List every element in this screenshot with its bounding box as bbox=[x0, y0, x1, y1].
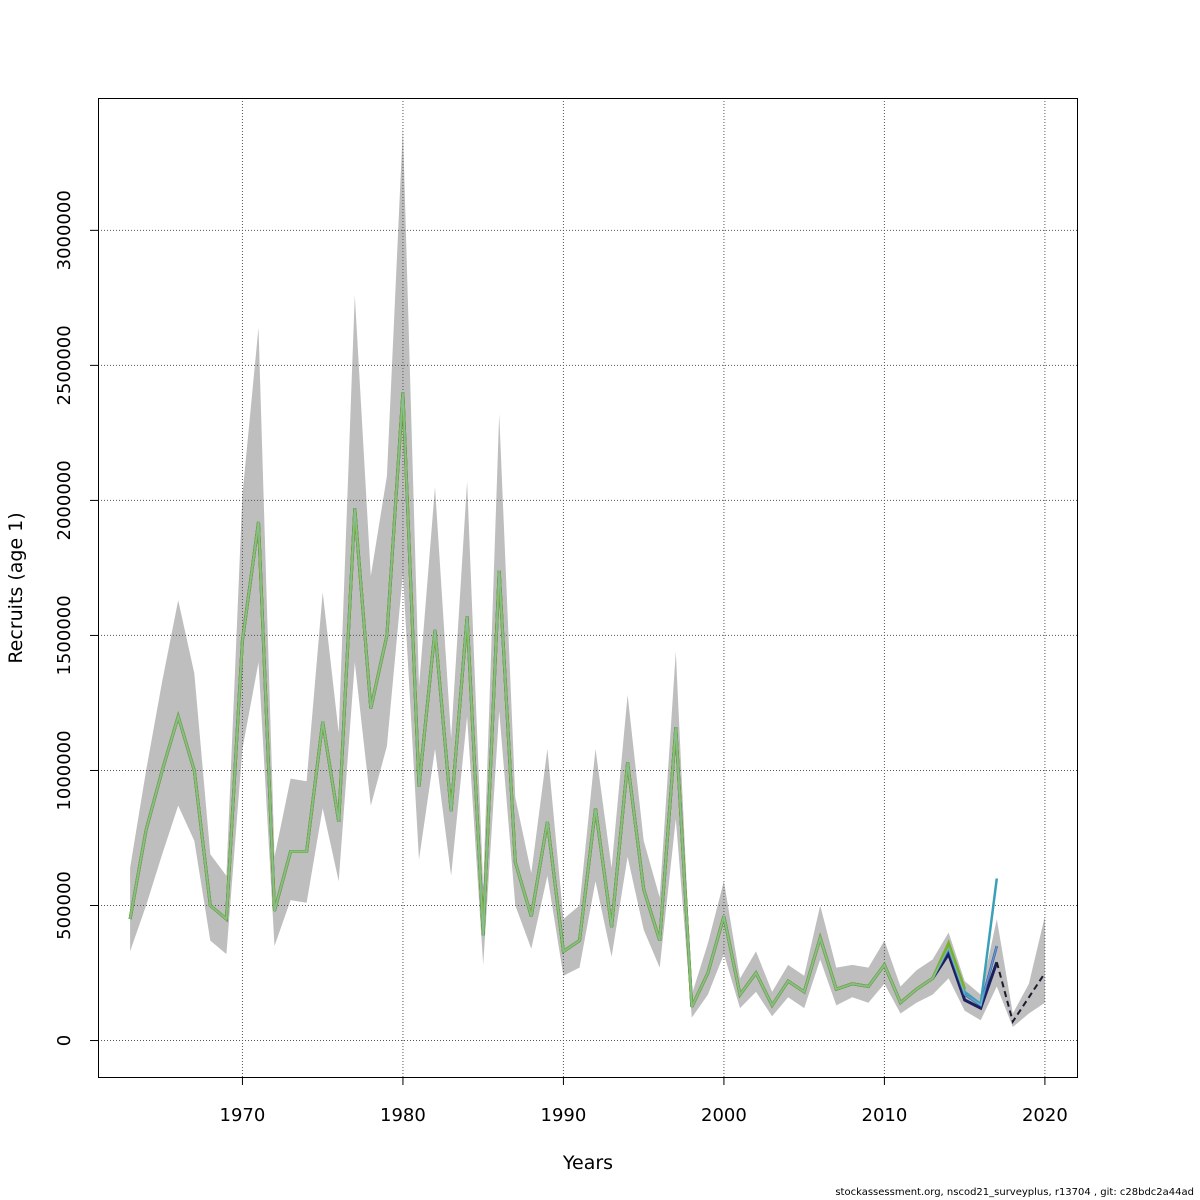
y-tick-label: 1000000 bbox=[54, 730, 75, 810]
x-tick-label: 2000 bbox=[701, 1105, 747, 1126]
x-tick-label: 1990 bbox=[541, 1105, 587, 1126]
grid-layer bbox=[98, 98, 1077, 1077]
y-tick-label: 3000000 bbox=[54, 190, 75, 270]
x-tick-label: 2010 bbox=[862, 1105, 908, 1126]
y-axis-title: Recruits (age 1) bbox=[5, 512, 27, 663]
y-tick-label: 500000 bbox=[54, 871, 75, 940]
y-tick-label: 0 bbox=[54, 1035, 75, 1046]
y-tick-label: 1500000 bbox=[54, 595, 75, 675]
x-axis: 1970 1980 1990 2000 2010 2020 bbox=[220, 1077, 1068, 1126]
series-line-projection bbox=[995, 961, 1046, 1024]
x-tick-label: 1980 bbox=[380, 1105, 426, 1126]
confidence-band bbox=[130, 127, 1045, 1027]
x-axis-title: Years bbox=[562, 1152, 613, 1174]
series-layer bbox=[128, 392, 1046, 1024]
x-tick-label: 1970 bbox=[220, 1105, 266, 1126]
y-tick-label: 2000000 bbox=[54, 460, 75, 540]
plot-frame bbox=[98, 98, 1078, 1078]
confidence-band-layer bbox=[130, 127, 1045, 1027]
footer-credit: stockassessment.org, nscod21_surveyplus,… bbox=[835, 1187, 1194, 1198]
y-axis: 0 500000 1000000 1500000 2000000 2500000 30000… bbox=[54, 190, 98, 1046]
y-tick-label: 2500000 bbox=[54, 325, 75, 405]
x-tick-label: 2020 bbox=[1022, 1105, 1068, 1126]
series-line bbox=[129, 392, 998, 1008]
